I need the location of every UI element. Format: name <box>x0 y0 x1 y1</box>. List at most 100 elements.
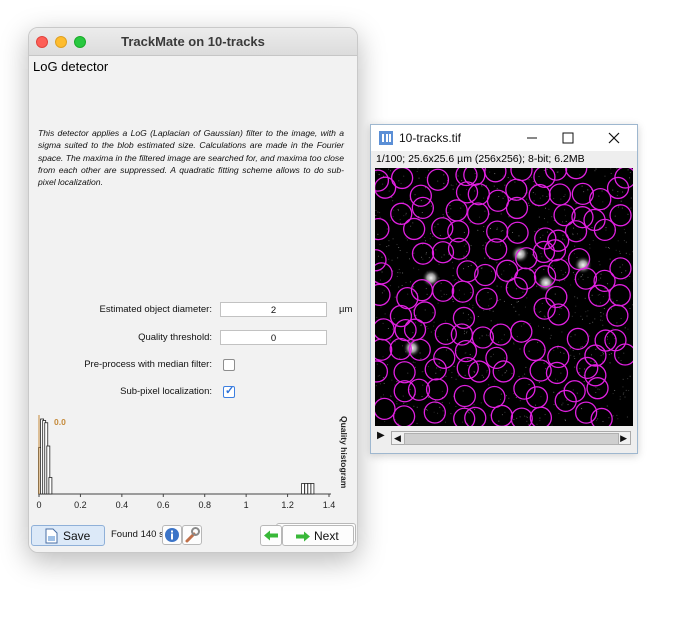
median-filter-checkbox[interactable] <box>223 359 235 371</box>
threshold-label: Quality threshold: <box>138 332 212 343</box>
spot-circle <box>394 318 417 342</box>
save-icon <box>45 528 58 544</box>
subpixel-checkbox[interactable]: ✓ <box>223 385 235 398</box>
scrollbar-track[interactable]: ◀ ▶ <box>391 431 631 445</box>
spot-circle <box>411 242 435 265</box>
spot-circle <box>408 338 431 361</box>
spot-circle <box>576 356 599 380</box>
histogram-bar <box>46 445 51 495</box>
spot-circle <box>475 287 498 310</box>
scroll-right-icon[interactable]: ▶ <box>620 433 627 443</box>
spot-circle <box>466 202 490 225</box>
diameter-unit: µm <box>339 304 353 315</box>
spot-circle <box>590 407 613 426</box>
save-button[interactable]: Save <box>31 525 105 546</box>
spot-circle <box>510 168 533 182</box>
spot-circle <box>593 269 616 293</box>
histogram-axis-title: Quality histogram <box>339 416 349 489</box>
next-button[interactable]: Next <box>282 525 354 546</box>
spot-circle <box>609 204 632 227</box>
spot-circle <box>454 339 478 363</box>
close-icon[interactable] <box>603 129 625 147</box>
spot-circle <box>586 377 609 400</box>
spot-circle <box>613 343 633 366</box>
histogram-bar <box>48 477 53 495</box>
spot-circle <box>375 360 389 383</box>
minimize-icon[interactable] <box>521 129 543 147</box>
spot-circle <box>452 306 476 330</box>
spot-circle <box>456 356 479 380</box>
imagej-window-title: 10-tracks.tif <box>399 131 462 145</box>
scroll-left-icon[interactable]: ◀ <box>394 433 401 443</box>
spot-circle <box>455 168 478 187</box>
spot-circle <box>589 187 612 211</box>
maximize-icon[interactable] <box>557 129 579 147</box>
spot-circle <box>433 346 456 369</box>
spot-circle <box>486 189 510 212</box>
spot-circle <box>566 327 590 351</box>
spot-circle <box>584 364 607 387</box>
spot-circle <box>467 183 490 206</box>
image-canvas[interactable] <box>375 168 633 426</box>
info-button[interactable] <box>162 525 182 545</box>
spot-circle <box>390 168 414 190</box>
arrow-right-icon <box>296 531 310 542</box>
spot-circle <box>411 196 435 220</box>
spot-circle <box>484 168 507 183</box>
spot-circle <box>455 181 479 204</box>
spot-circle <box>485 238 508 261</box>
play-icon[interactable]: ▶ <box>377 430 385 441</box>
zoom-window-button[interactable] <box>74 36 86 48</box>
spot-circle <box>471 326 495 349</box>
bright-spot <box>403 339 421 357</box>
spot-circle <box>393 361 416 384</box>
quality-histogram[interactable]: 0 0.2 0.4 0.6 0.8 1 1.2 1.4 0.0 Quality histogr… <box>29 406 357 518</box>
previous-button[interactable] <box>260 525 282 546</box>
spot-circle <box>432 279 455 302</box>
bright-spot <box>537 274 555 292</box>
spot-circle <box>425 378 449 401</box>
title-bar[interactable]: TrackMate on 10-tracks <box>29 28 357 56</box>
spot-circle <box>608 284 631 307</box>
settings-button[interactable] <box>182 525 202 545</box>
spot-circle <box>529 359 552 382</box>
close-window-button[interactable] <box>36 36 48 48</box>
threshold-input[interactable]: 0 <box>220 330 327 345</box>
spot-circle <box>447 237 471 260</box>
spot-circle <box>584 344 607 367</box>
save-label: Save <box>63 529 91 543</box>
spot-circle <box>543 239 567 262</box>
spot-circle <box>506 221 529 244</box>
spot-circle <box>510 320 533 343</box>
spot-circle <box>453 384 476 408</box>
spot-circle <box>451 280 474 303</box>
detector-description: This detector applies a LoG (Laplacian o… <box>38 128 344 188</box>
spot-circle <box>571 206 594 229</box>
diameter-input[interactable]: 2 <box>220 302 327 317</box>
spot-circle <box>534 227 557 250</box>
frame-scrollbar[interactable]: ▶ ◀ ▶ <box>375 430 633 446</box>
spot-circle <box>604 329 627 352</box>
spot-circle <box>402 217 426 241</box>
spot-circle <box>547 229 570 252</box>
spot-circle <box>606 176 630 200</box>
imagej-title-bar[interactable]: 10-tracks.tif <box>371 125 637 151</box>
spot-circle <box>389 337 412 361</box>
spot-circle <box>513 267 537 290</box>
spot-circle <box>423 401 446 424</box>
imagej-icon <box>379 131 393 145</box>
histogram-tick-label: 1 <box>244 500 249 510</box>
spot-circle <box>431 241 455 264</box>
detector-name: LoG detector <box>33 59 109 74</box>
spot-circle <box>574 401 598 424</box>
spot-circle <box>424 358 447 381</box>
minimize-window-button[interactable] <box>55 36 67 48</box>
spot-circle <box>393 380 416 403</box>
spot-circle <box>375 217 390 241</box>
spot-circle <box>375 318 395 341</box>
spot-circle <box>548 183 572 206</box>
median-filter-label: Pre-process with median filter: <box>84 359 212 370</box>
spot-circle <box>375 397 396 421</box>
scrollbar-thumb[interactable] <box>404 433 619 445</box>
histogram-tick-label: 0.8 <box>198 500 211 510</box>
